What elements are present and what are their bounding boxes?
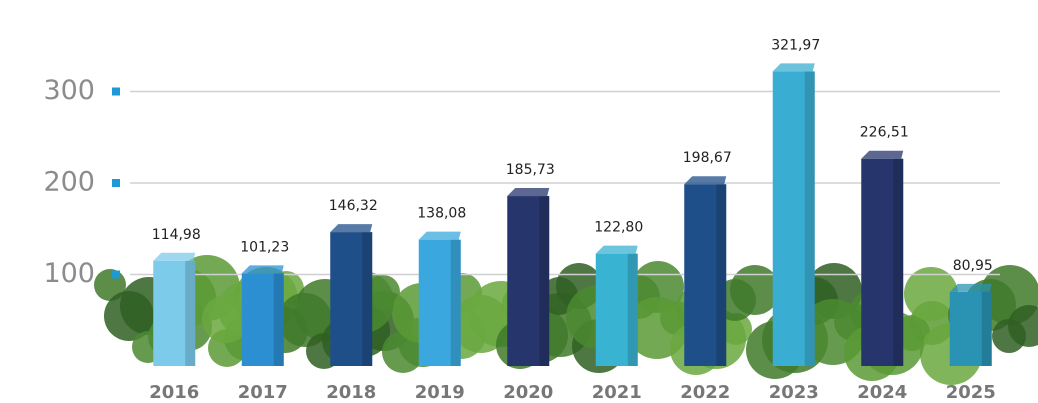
bar-shade <box>804 71 815 366</box>
value-label: 114,98 <box>152 227 201 243</box>
bar <box>684 184 727 366</box>
value-label: 138,08 <box>417 206 466 222</box>
y-tick-label: 200 <box>43 167 95 198</box>
value-label: 198,67 <box>683 150 732 166</box>
bar-top <box>595 245 638 254</box>
bar-top <box>684 176 727 185</box>
tick-marker <box>112 179 120 187</box>
bar-top <box>330 224 373 233</box>
x-tick-label: 2023 <box>769 382 819 403</box>
bar-top <box>861 150 904 159</box>
tick-marker <box>112 87 120 96</box>
value-label: 80,95 <box>953 258 993 274</box>
bar-top <box>949 283 992 292</box>
bar <box>861 158 904 366</box>
bar-shade <box>716 184 727 366</box>
bar-shade <box>893 158 904 366</box>
bar <box>772 71 815 366</box>
bar <box>507 196 550 366</box>
x-tick-label: 2021 <box>592 382 642 403</box>
bar-top <box>772 63 815 72</box>
bar <box>595 253 638 366</box>
x-tick-label: 2022 <box>680 382 730 403</box>
x-tick-label: 2017 <box>238 382 288 403</box>
value-label: 321,97 <box>771 37 820 53</box>
bar-shade <box>273 273 284 366</box>
x-tick-label: 2025 <box>946 382 996 403</box>
tree <box>202 295 250 343</box>
y-tick-label: 300 <box>43 75 95 106</box>
bar-top <box>507 188 550 197</box>
tree <box>104 291 154 341</box>
bar-shade <box>362 232 373 366</box>
bar-shade <box>627 253 638 366</box>
y-tick-label: 100 <box>43 258 95 289</box>
bar <box>241 273 284 366</box>
value-label: 226,51 <box>860 125 909 141</box>
x-tick-label: 2016 <box>149 382 199 403</box>
bar <box>949 291 992 366</box>
bar <box>418 239 461 366</box>
value-label: 122,80 <box>594 220 643 236</box>
value-label: 185,73 <box>506 162 555 178</box>
tree <box>992 319 1026 353</box>
x-tick-label: 2018 <box>326 382 376 403</box>
tree <box>904 267 958 321</box>
bar <box>153 260 196 366</box>
x-tick-label: 2024 <box>857 382 907 403</box>
x-tick-label: 2019 <box>415 382 465 403</box>
bar-shade <box>185 260 196 366</box>
bar-shade <box>450 239 461 366</box>
bar-top <box>153 252 196 261</box>
value-label: 101,23 <box>240 239 289 255</box>
tick-marker <box>112 270 120 279</box>
value-label: 146,32 <box>329 198 378 214</box>
bar <box>330 232 373 366</box>
bar-shade <box>539 196 550 366</box>
bar-top <box>241 265 284 274</box>
bar-shade <box>981 291 992 366</box>
bar-top <box>418 231 461 240</box>
x-tick-label: 2020 <box>503 382 553 403</box>
